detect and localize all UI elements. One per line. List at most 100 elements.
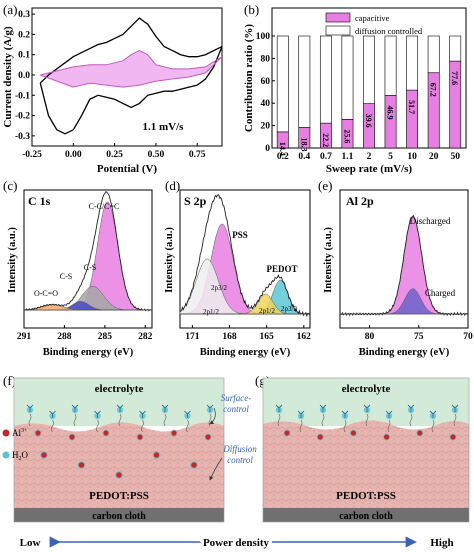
panel-b-ytick-label: 40 xyxy=(261,99,271,109)
cv-curve-2 xyxy=(40,50,223,76)
schematic-g-pedot xyxy=(263,420,469,508)
panel-a-xlabel: Potential (V) xyxy=(97,163,158,175)
electrolyte-anion xyxy=(341,410,349,418)
bar-diffusion xyxy=(384,35,397,96)
panel-d: (d) 171 168 165 162 S 2p PSS PEDOT 2p3/2 2p… xyxy=(164,178,311,358)
electrolyte-anion xyxy=(71,404,79,412)
panel-a-ytick-label: 0.3 xyxy=(18,10,30,20)
panel-e-title: Al 2p xyxy=(346,194,374,208)
bar-capacitive xyxy=(406,89,419,149)
bar-value-label: 39.6 xyxy=(364,114,373,128)
al-ion xyxy=(35,430,41,436)
panel-c-annotation-oco: O-C=O xyxy=(34,289,58,298)
bar-value-label: 18.3 xyxy=(299,138,308,152)
schematic-f-pedot xyxy=(14,422,224,508)
bar-value-label: 77.6 xyxy=(450,71,459,85)
panel-a-frame xyxy=(31,7,223,147)
al-ion xyxy=(153,452,160,458)
al-ion xyxy=(450,434,456,440)
diffusion-control-label: Diffusion control xyxy=(222,444,257,465)
panel-d-xlabel: Binding energy (eV) xyxy=(200,347,291,358)
schematic-f-electrolyte-label: electrolyte xyxy=(95,383,144,395)
panel-e-annotation-discharged: Discharged xyxy=(410,216,451,226)
al-ion xyxy=(205,434,211,440)
legend-h2o-icon xyxy=(2,451,10,459)
panel-b-xlabel: Sweep rate (mV/s) xyxy=(326,163,412,175)
xps-envelope xyxy=(179,193,311,318)
bar-diffusion xyxy=(427,35,440,74)
panel-a-annotation: 1.1 mV/s xyxy=(143,121,185,133)
panel-c-xlabel: Binding energy (eV) xyxy=(43,347,134,358)
al-ion xyxy=(284,430,290,436)
al-ion xyxy=(116,472,122,478)
migration-path xyxy=(118,413,122,427)
migration-path xyxy=(431,419,435,433)
panel-d-annotation-p12-pss: 2p1/2 xyxy=(203,308,219,316)
panel-b-xtick-label: 10 xyxy=(407,152,417,162)
panel-b: (b) 14.4 18.3 22.2 25.6 39.6 46.9 51.7 67.2 77.6… xyxy=(243,2,467,175)
electrolyte-anion xyxy=(116,404,124,412)
panel-d-annotation-pedot: PEDOT xyxy=(266,264,297,274)
panel-b-xtick-label: 0.2 xyxy=(277,152,289,162)
panel-d-frame xyxy=(179,189,311,329)
migration-path xyxy=(186,419,189,433)
panel-a-ytick-label: 0.1 xyxy=(18,51,30,61)
legend-diffusion-swatch xyxy=(325,25,351,36)
migration-path xyxy=(365,413,369,427)
panel-b-xtick-label: 5 xyxy=(388,152,393,162)
schematic-f-frame xyxy=(13,377,225,523)
schematic-f-pedot-label: PEDOT:PSS xyxy=(89,490,149,502)
panel-a-ytick-label: 0.2 xyxy=(18,30,30,40)
electrolyte-anion xyxy=(49,410,56,418)
cv-curve-1 xyxy=(39,46,223,135)
panel-a-label: (a) xyxy=(3,2,17,17)
bar-value-label: 51.7 xyxy=(407,100,416,114)
surface-arrow xyxy=(209,407,216,425)
schematic-g-carbon-label: carbon cloth xyxy=(339,511,393,522)
schematic-f: (f) electrolyte PEDOT:PSS carbon cloth A… xyxy=(2,373,225,523)
panel-b-xtick-label: 20 xyxy=(429,152,439,162)
bar-diffusion xyxy=(406,35,419,91)
panel-e-frame xyxy=(339,189,469,329)
panel-a-xticks: -0.25 0.00 0.25 0.50 0.75 xyxy=(22,143,206,160)
cv-curve-0 xyxy=(39,17,223,84)
migration-path xyxy=(96,419,99,433)
power-high-label: High xyxy=(430,537,453,549)
migration-path xyxy=(28,413,32,427)
panel-b-xtick-label: 50 xyxy=(450,152,460,162)
bar-diffusion xyxy=(449,35,462,62)
al-ion xyxy=(191,462,197,468)
electrolyte-anion xyxy=(161,404,169,412)
panel-c-ylabel: Intensity (a.u.) xyxy=(7,227,18,293)
schematic-g-frame xyxy=(262,377,470,523)
schematic-f-label: (f) xyxy=(3,373,16,388)
panel-a-ylabel: Current density (A/g) xyxy=(2,26,14,128)
bar-diffusion xyxy=(341,35,354,120)
bar-diffusion xyxy=(363,35,375,104)
electrolyte-anion xyxy=(319,404,327,412)
panel-b-xtick-label: 2 xyxy=(367,152,372,162)
schematic-f-carbon xyxy=(14,508,224,522)
panel-a-xtick-label: 0.00 xyxy=(65,150,82,160)
panel-c-annotation-cs1: C-S xyxy=(84,263,96,272)
xps-xtick-label: 291 xyxy=(17,332,32,342)
panel-e-ylabel: Intensity (a.u.) xyxy=(323,227,334,293)
panel-e-xticks: 80 75 70 xyxy=(365,325,473,342)
electrolyte-anion xyxy=(429,410,437,418)
schematic-g: (g) electrolyte PEDOT:PSS carbon cloth xyxy=(255,373,470,523)
xps-xtick-label: 162 xyxy=(297,332,312,342)
panel-a-xtick-label: 0.25 xyxy=(106,150,123,160)
bar-value-label: 22.2 xyxy=(321,133,330,147)
panel-b-ytick-label: 100 xyxy=(256,32,271,42)
panel-a: (a) -0.25 0.00 0.25 0.50 0.75 -0.3 -0.2 -0.1 0.… xyxy=(2,2,223,175)
panel-d-annotation-p32-pedot: 2p3/2 xyxy=(281,305,297,313)
electrolyte-anion xyxy=(206,404,214,412)
panel-c: (c) 291 288 285 282 C 1s C-C/C=C C-S C-S O-… xyxy=(3,178,153,358)
diffusion-arrow xyxy=(209,457,223,481)
panel-e-annotation-charged: Charged xyxy=(425,288,456,298)
panel-e-plot xyxy=(339,215,469,317)
electrolyte-anion xyxy=(363,404,371,412)
legend-capacitive-label: capacitive xyxy=(355,13,390,23)
power-mid-label: Power density xyxy=(203,537,270,549)
panel-b-ytick-label: 60 xyxy=(261,77,271,87)
